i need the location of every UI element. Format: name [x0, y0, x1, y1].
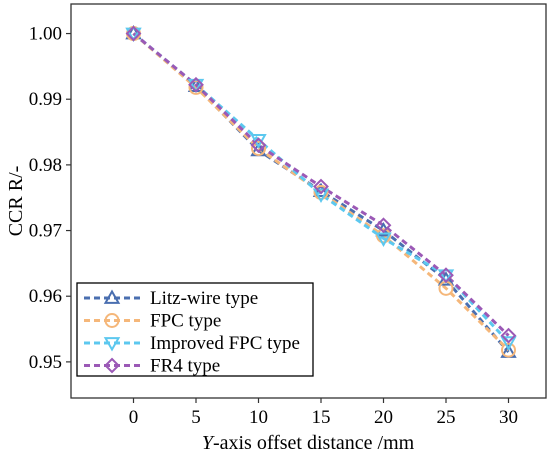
- x-tick-label: 30: [499, 407, 518, 428]
- legend-marker: [104, 357, 120, 374]
- data-point-series-3: [500, 327, 517, 344]
- data-point-series-3: [438, 267, 454, 284]
- data-point-series-1: [376, 228, 391, 244]
- data-point-series-3: [375, 217, 392, 234]
- legend-label: Litz-wire type: [150, 288, 258, 309]
- x-tick-label: 0: [129, 407, 139, 428]
- x-tick-label: 10: [249, 407, 268, 428]
- x-tick-label: 20: [374, 407, 393, 428]
- x-axis-title: Y-axis offset distance /mm: [202, 432, 415, 454]
- legend-label: Improved FPC type: [150, 333, 300, 354]
- data-point-series-1: [188, 79, 204, 95]
- data-point-series-2: [375, 232, 392, 247]
- series-line-1: [132, 32, 510, 352]
- y-tick-label: 0.99: [29, 89, 62, 110]
- y-tick-label: 0.96: [29, 286, 62, 307]
- data-point-series-2: [187, 78, 205, 94]
- x-axis-title-italic: Y: [202, 432, 215, 454]
- y-tick-label: 1.00: [29, 24, 62, 45]
- series-markers: [125, 25, 517, 358]
- y-tick-label: 0.97: [29, 221, 62, 242]
- plot-frame: [70, 3, 547, 399]
- data-point-series-3: [125, 25, 142, 42]
- data-point-series-3: [250, 137, 267, 154]
- x-tick-label: 25: [437, 407, 456, 428]
- y-axis: 0.95 0.96 0.97 0.98 0.99 1.00: [29, 24, 71, 373]
- x-tick-label: 5: [191, 407, 201, 428]
- y-axis-title: CCR R/-: [5, 166, 27, 237]
- y-tick-label: 0.98: [29, 155, 62, 176]
- x-tick-label: 15: [312, 407, 331, 428]
- data-point-series-2: [312, 188, 330, 203]
- data-point-series-2: [500, 336, 517, 351]
- x-axis: 0 5 10 15 20 25 30: [129, 398, 518, 428]
- legend-marker: [104, 313, 120, 328]
- y-tick-label: 0.95: [29, 352, 62, 373]
- data-point-series-2: [125, 27, 142, 43]
- legend-marker: [103, 337, 121, 352]
- data-point-series-3: [188, 76, 204, 93]
- data-point-series-1: [501, 342, 516, 358]
- legend-label: FPC type: [150, 311, 221, 332]
- x-axis-title-rest: -axis offset distance /mm: [213, 432, 415, 454]
- data-point-series-1: [251, 140, 266, 156]
- legend-marker: [103, 289, 121, 304]
- data-point-series-3: [313, 178, 329, 195]
- legend-label: FR4 type: [150, 356, 220, 377]
- data-point-series-2: [437, 269, 455, 284]
